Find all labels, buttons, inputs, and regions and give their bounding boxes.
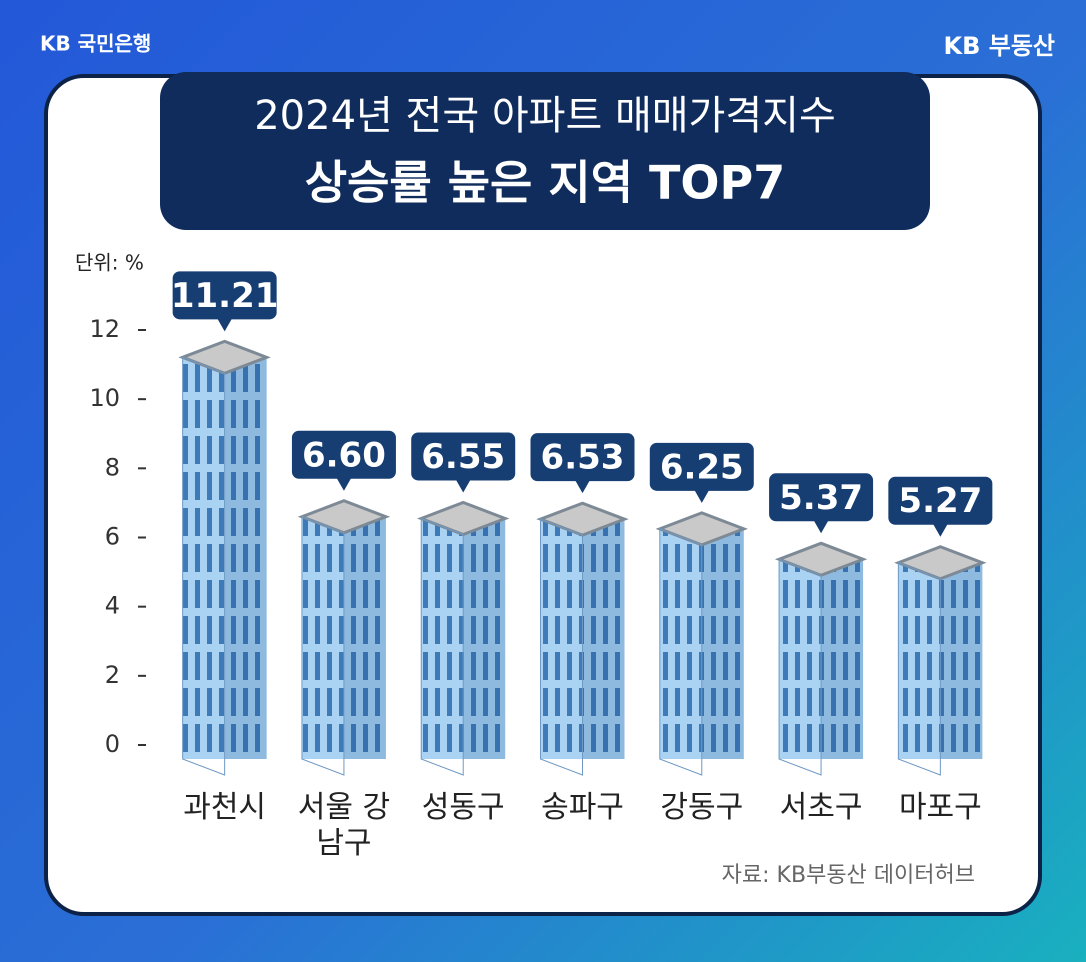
building-edge <box>420 517 464 776</box>
y-tick-label: 12 <box>89 315 120 343</box>
value-label-box <box>291 430 396 479</box>
building-edge <box>778 558 822 776</box>
x-tick-label: 강동구 <box>660 790 744 825</box>
value-label-pointer <box>216 317 233 332</box>
building <box>774 541 868 776</box>
value-label-pointer <box>335 476 352 491</box>
y-tick-label: 4 <box>105 592 120 620</box>
value-label-pointer <box>932 522 949 537</box>
value-label-box <box>888 476 993 525</box>
building <box>655 511 748 776</box>
value-label-box <box>530 433 635 482</box>
value-label: 6.55 <box>421 437 505 477</box>
value-label: 5.37 <box>779 478 863 518</box>
building-edge <box>182 356 226 776</box>
building <box>417 500 510 776</box>
building <box>297 499 391 776</box>
y-tick-label: 6 <box>105 523 120 551</box>
y-tick-label: 10 <box>89 384 120 412</box>
building-shade <box>582 519 625 759</box>
y-tick-label: 0 <box>105 730 120 758</box>
building-shade <box>940 562 983 759</box>
building-shade <box>463 518 506 759</box>
chart-subtitle: 상승률 높은 지역 TOP7 <box>305 156 786 210</box>
x-tick-label: 서울 강남구 <box>297 790 391 861</box>
value-label: 6.53 <box>541 438 625 478</box>
value-label: 6.60 <box>302 435 386 475</box>
unit-label: 단위: % <box>75 251 144 275</box>
x-tick-label: 성동구 <box>421 790 505 825</box>
y-tick-label: 8 <box>105 453 120 481</box>
value-label-box <box>172 271 277 320</box>
brand: KB 부동산 <box>944 32 1056 60</box>
value-label: 5.27 <box>898 481 982 521</box>
value-label: 6.25 <box>660 447 744 487</box>
title-banner <box>160 72 930 230</box>
source: 자료: KB부동산 데이터허브 <box>722 863 975 888</box>
x-tick-label: 서초구 <box>779 790 863 825</box>
building-edge <box>301 516 345 776</box>
value-label-box <box>769 473 874 522</box>
value-label-pointer <box>813 519 830 534</box>
building-edge <box>540 518 583 776</box>
chart-title: 2024년 전국 아파트 매매가격지수 <box>254 93 836 139</box>
value-label-box <box>649 442 754 491</box>
value-label-box <box>411 432 516 481</box>
y-tick-label: 2 <box>105 661 120 689</box>
building-edge <box>659 528 703 776</box>
building-shade <box>701 528 744 759</box>
building <box>894 545 987 776</box>
building <box>178 339 271 776</box>
building-edge <box>897 562 941 776</box>
building-shade <box>343 516 386 759</box>
value-label-pointer <box>693 488 710 503</box>
x-tick-label: 마포구 <box>898 790 982 825</box>
value-label-pointer <box>455 478 472 493</box>
building <box>536 501 629 776</box>
value-label-pointer <box>574 479 591 494</box>
logo: KB 국민은행 <box>40 32 151 56</box>
building-shade <box>224 357 267 759</box>
value-label: 11.21 <box>171 276 279 316</box>
building-shade <box>821 559 864 759</box>
x-tick-label: 송파구 <box>541 790 624 825</box>
x-tick-label: 과천시 <box>183 790 267 825</box>
